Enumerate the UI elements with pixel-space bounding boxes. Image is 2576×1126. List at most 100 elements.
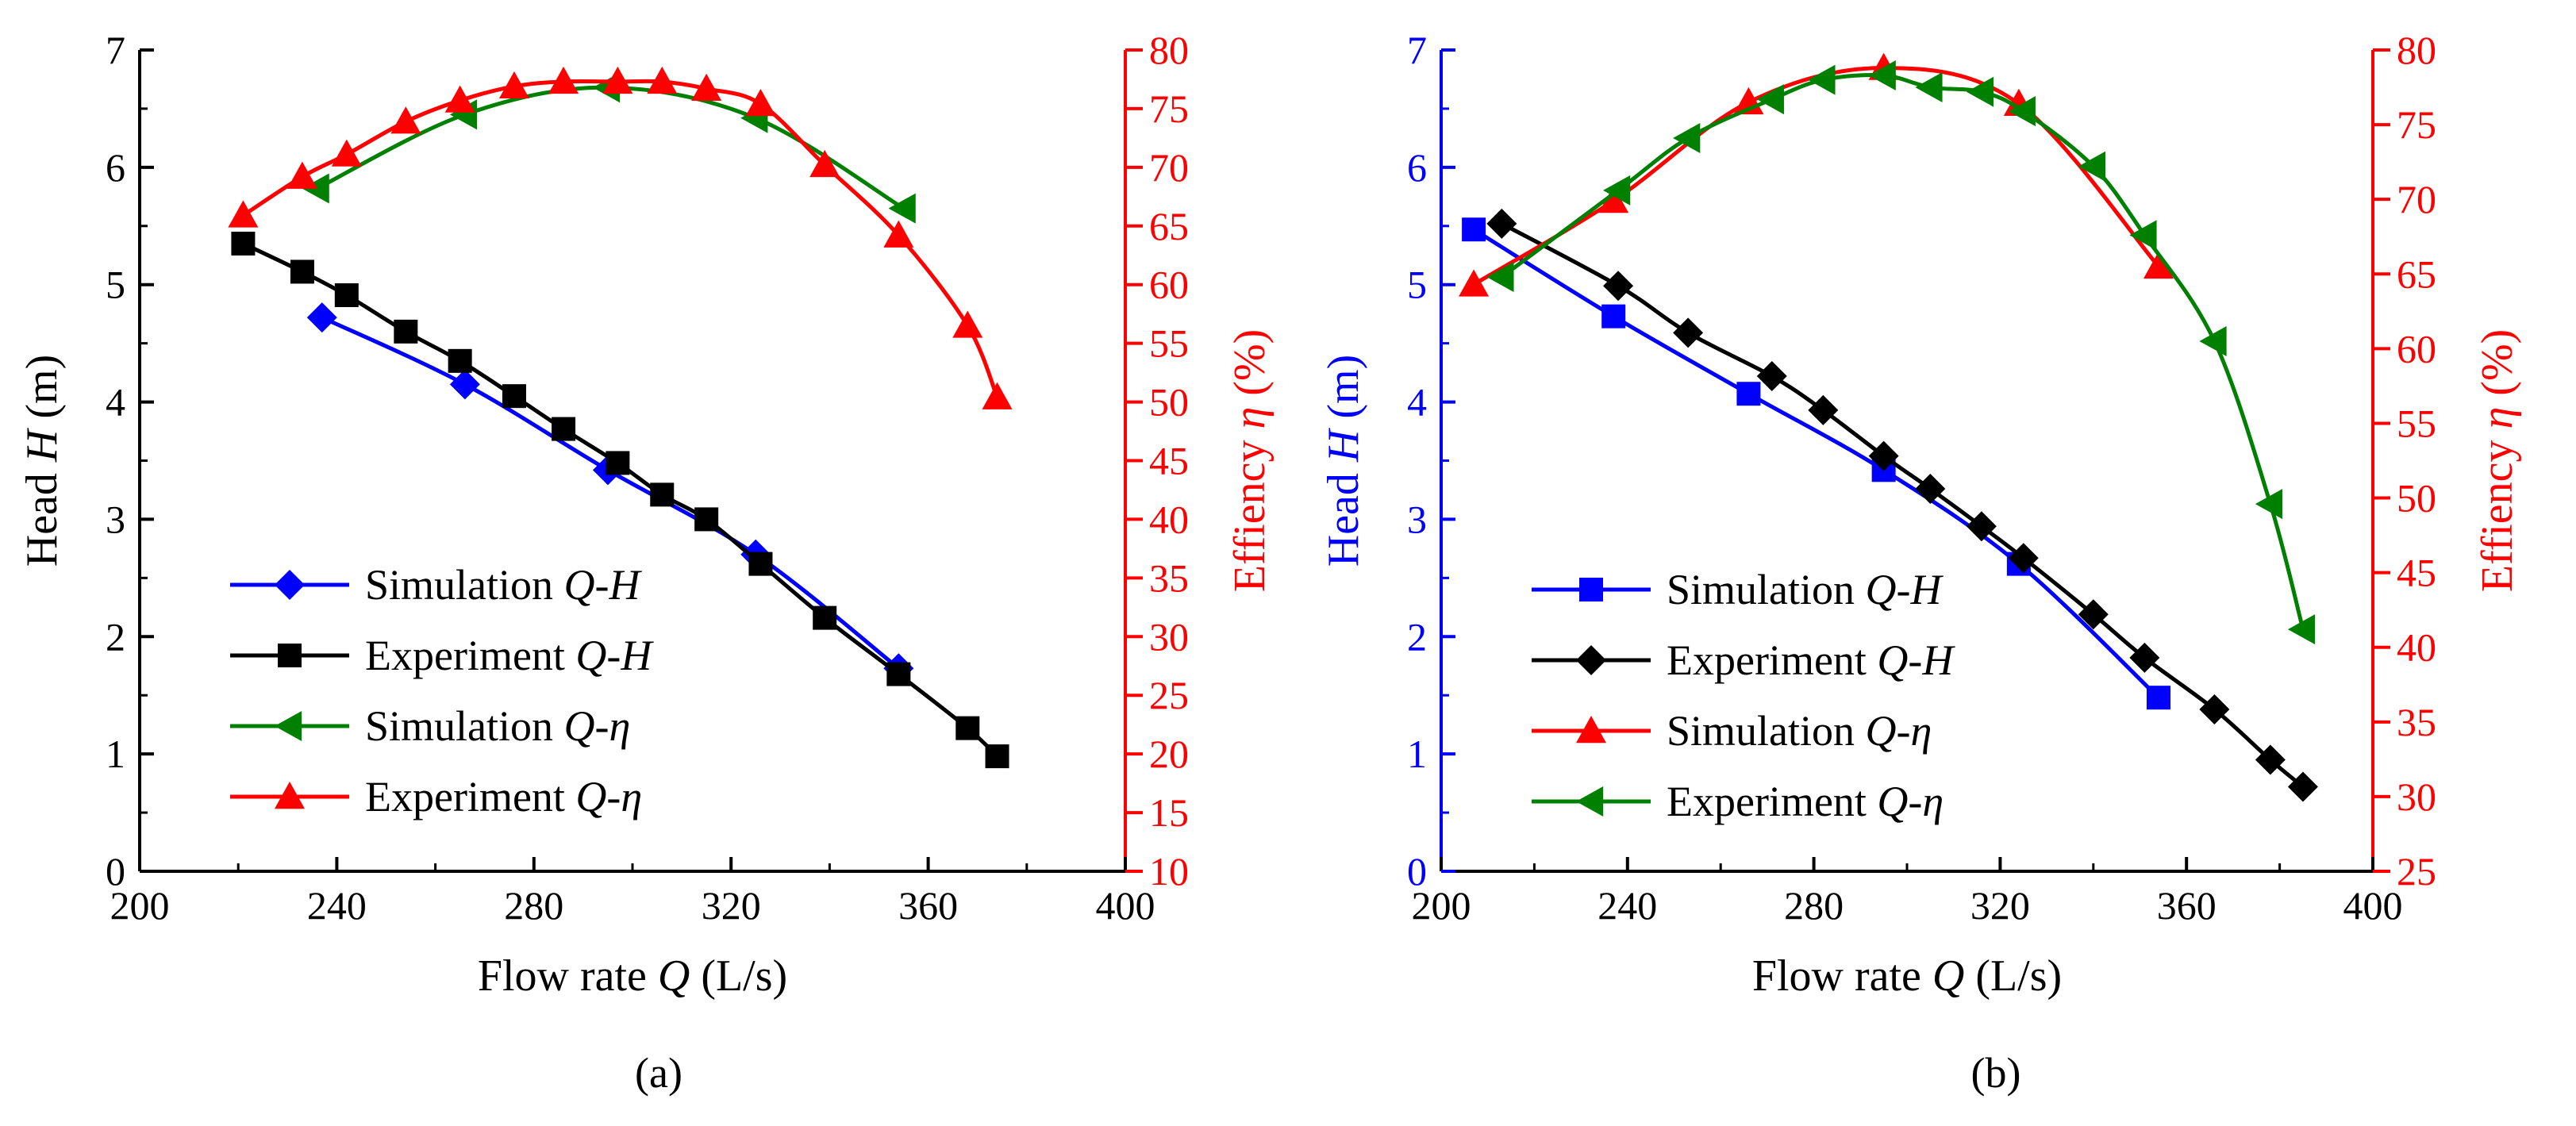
data-point [448,348,472,373]
y-axis-title-right: Effiency η (%) [1225,329,1275,593]
data-point [1808,64,1836,95]
data-point [1486,262,1514,293]
x-axis-title: Flow rate Q (L/s) [1752,951,2062,1001]
y-tick-label-left: 4 [106,380,125,425]
data-point [1486,208,1517,239]
data-point [1915,473,1946,504]
data-point [1598,186,1629,213]
legend-label: Experiment Q-η [365,773,642,820]
data-point [606,451,630,475]
data-point [1459,269,1490,297]
y-tick-label-right: 25 [2397,849,2436,893]
y-tick-label-right: 70 [2397,177,2436,221]
data-point [886,662,911,686]
data-point [1462,217,1486,242]
legend-label: Simulation Q-η [365,702,630,750]
legend-item: Simulation Q-H [230,561,642,609]
legend-label: Simulation Q-H [1667,566,1944,613]
y-tick-label-right: 20 [1149,732,1189,776]
data-point [1915,72,1943,103]
data-point [2008,96,2036,127]
x-tick-label: 320 [702,883,761,928]
series-4 [228,66,1013,409]
series-2 [1486,208,2318,802]
y-tick-label-left: 3 [1407,497,1427,541]
y-tick-label-right: 65 [2397,252,2436,296]
y-tick-label-left: 3 [106,497,125,541]
data-point [502,384,526,409]
x-tick-label: 200 [110,883,170,928]
panel-caption: (a) [635,1049,682,1097]
y-tick-label-right: 15 [1149,790,1189,835]
data-point [1808,394,1839,425]
data-point [748,551,773,576]
data-point [231,231,256,256]
legend-item: Simulation Q-η [230,702,630,750]
data-point [602,66,633,94]
y-tick-label-left: 5 [106,263,125,307]
legend-label: Simulation Q-η [1667,707,1932,755]
data-point [1673,123,1701,154]
x-tick-label: 240 [307,883,367,928]
data-point [1603,175,1631,206]
y-tick-label-right: 70 [1149,145,1189,190]
data-point [286,161,317,189]
data-point [1601,304,1626,329]
y-tick-label-right: 65 [1149,204,1189,248]
y-tick-label-left: 7 [106,28,125,72]
data-point [2143,251,2174,279]
legend-marker [1579,578,1603,601]
legend-label: Experiment Q-η [1667,778,1944,825]
data-point [691,73,722,101]
y-tick-label-right: 25 [1149,673,1189,717]
data-point [1868,60,1896,90]
x-tick-label: 400 [2343,883,2403,928]
y-tick-label-right: 55 [2397,401,2436,445]
data-point [1603,271,1634,302]
data-point [2255,489,2283,520]
data-point [1756,84,1784,115]
data-point [498,71,529,99]
x-tick-label: 360 [898,883,958,928]
legend-item: Experiment Q-η [1532,778,1944,825]
data-point [2199,694,2230,724]
data-point [2129,220,2157,251]
data-point [1868,440,1899,471]
legend-marker [275,711,302,741]
y-axis-title-right: Effiency η (%) [2473,329,2522,593]
data-point [1966,511,1997,542]
data-point [390,106,421,134]
y-tick-label-left: 0 [106,849,125,893]
y-tick-label-right: 50 [2397,476,2436,521]
y-tick-label-right: 30 [2397,774,2436,819]
legend-label: Experiment Q-H [1667,636,1955,684]
y-tick-label-right: 60 [2397,326,2436,371]
y-tick-label-right: 80 [2397,28,2436,72]
data-point [1966,76,1994,107]
series-line [1472,228,2160,699]
y-tick-label-right: 45 [2397,551,2436,595]
legend-item: Experiment Q-η [230,773,642,820]
series-4 [1486,60,2316,645]
x-tick-label: 320 [1970,883,2030,928]
y-tick-label-right: 35 [2397,700,2436,744]
data-point [2287,771,2318,802]
y-tick-label-right: 80 [1149,28,1189,72]
data-point [985,744,1009,769]
panel-caption: (b) [1971,1049,2021,1097]
legend-marker [275,570,305,600]
legend-label: Experiment Q-H [365,632,654,679]
data-point [2078,599,2109,630]
y-axis-title-left: Head H (m) [1319,355,1368,567]
y-tick-label-right: 55 [1149,321,1189,366]
y-tick-label-left: 6 [1407,145,1427,190]
series-2 [231,231,1009,769]
x-tick-label: 240 [1598,883,1657,928]
data-point [1756,361,1787,392]
data-point [290,259,314,284]
data-point [809,149,840,178]
y-tick-label-left: 1 [1407,732,1427,776]
y-tick-label-right: 40 [1149,497,1189,541]
y-tick-label-left: 2 [106,614,125,659]
legend-label: Simulation Q-H [365,561,642,609]
